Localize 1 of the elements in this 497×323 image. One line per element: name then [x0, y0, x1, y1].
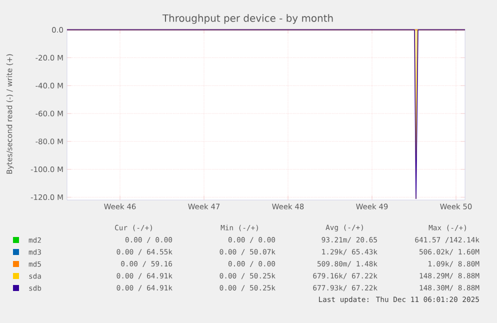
chart-title: Throughput per device - by month	[162, 14, 333, 24]
